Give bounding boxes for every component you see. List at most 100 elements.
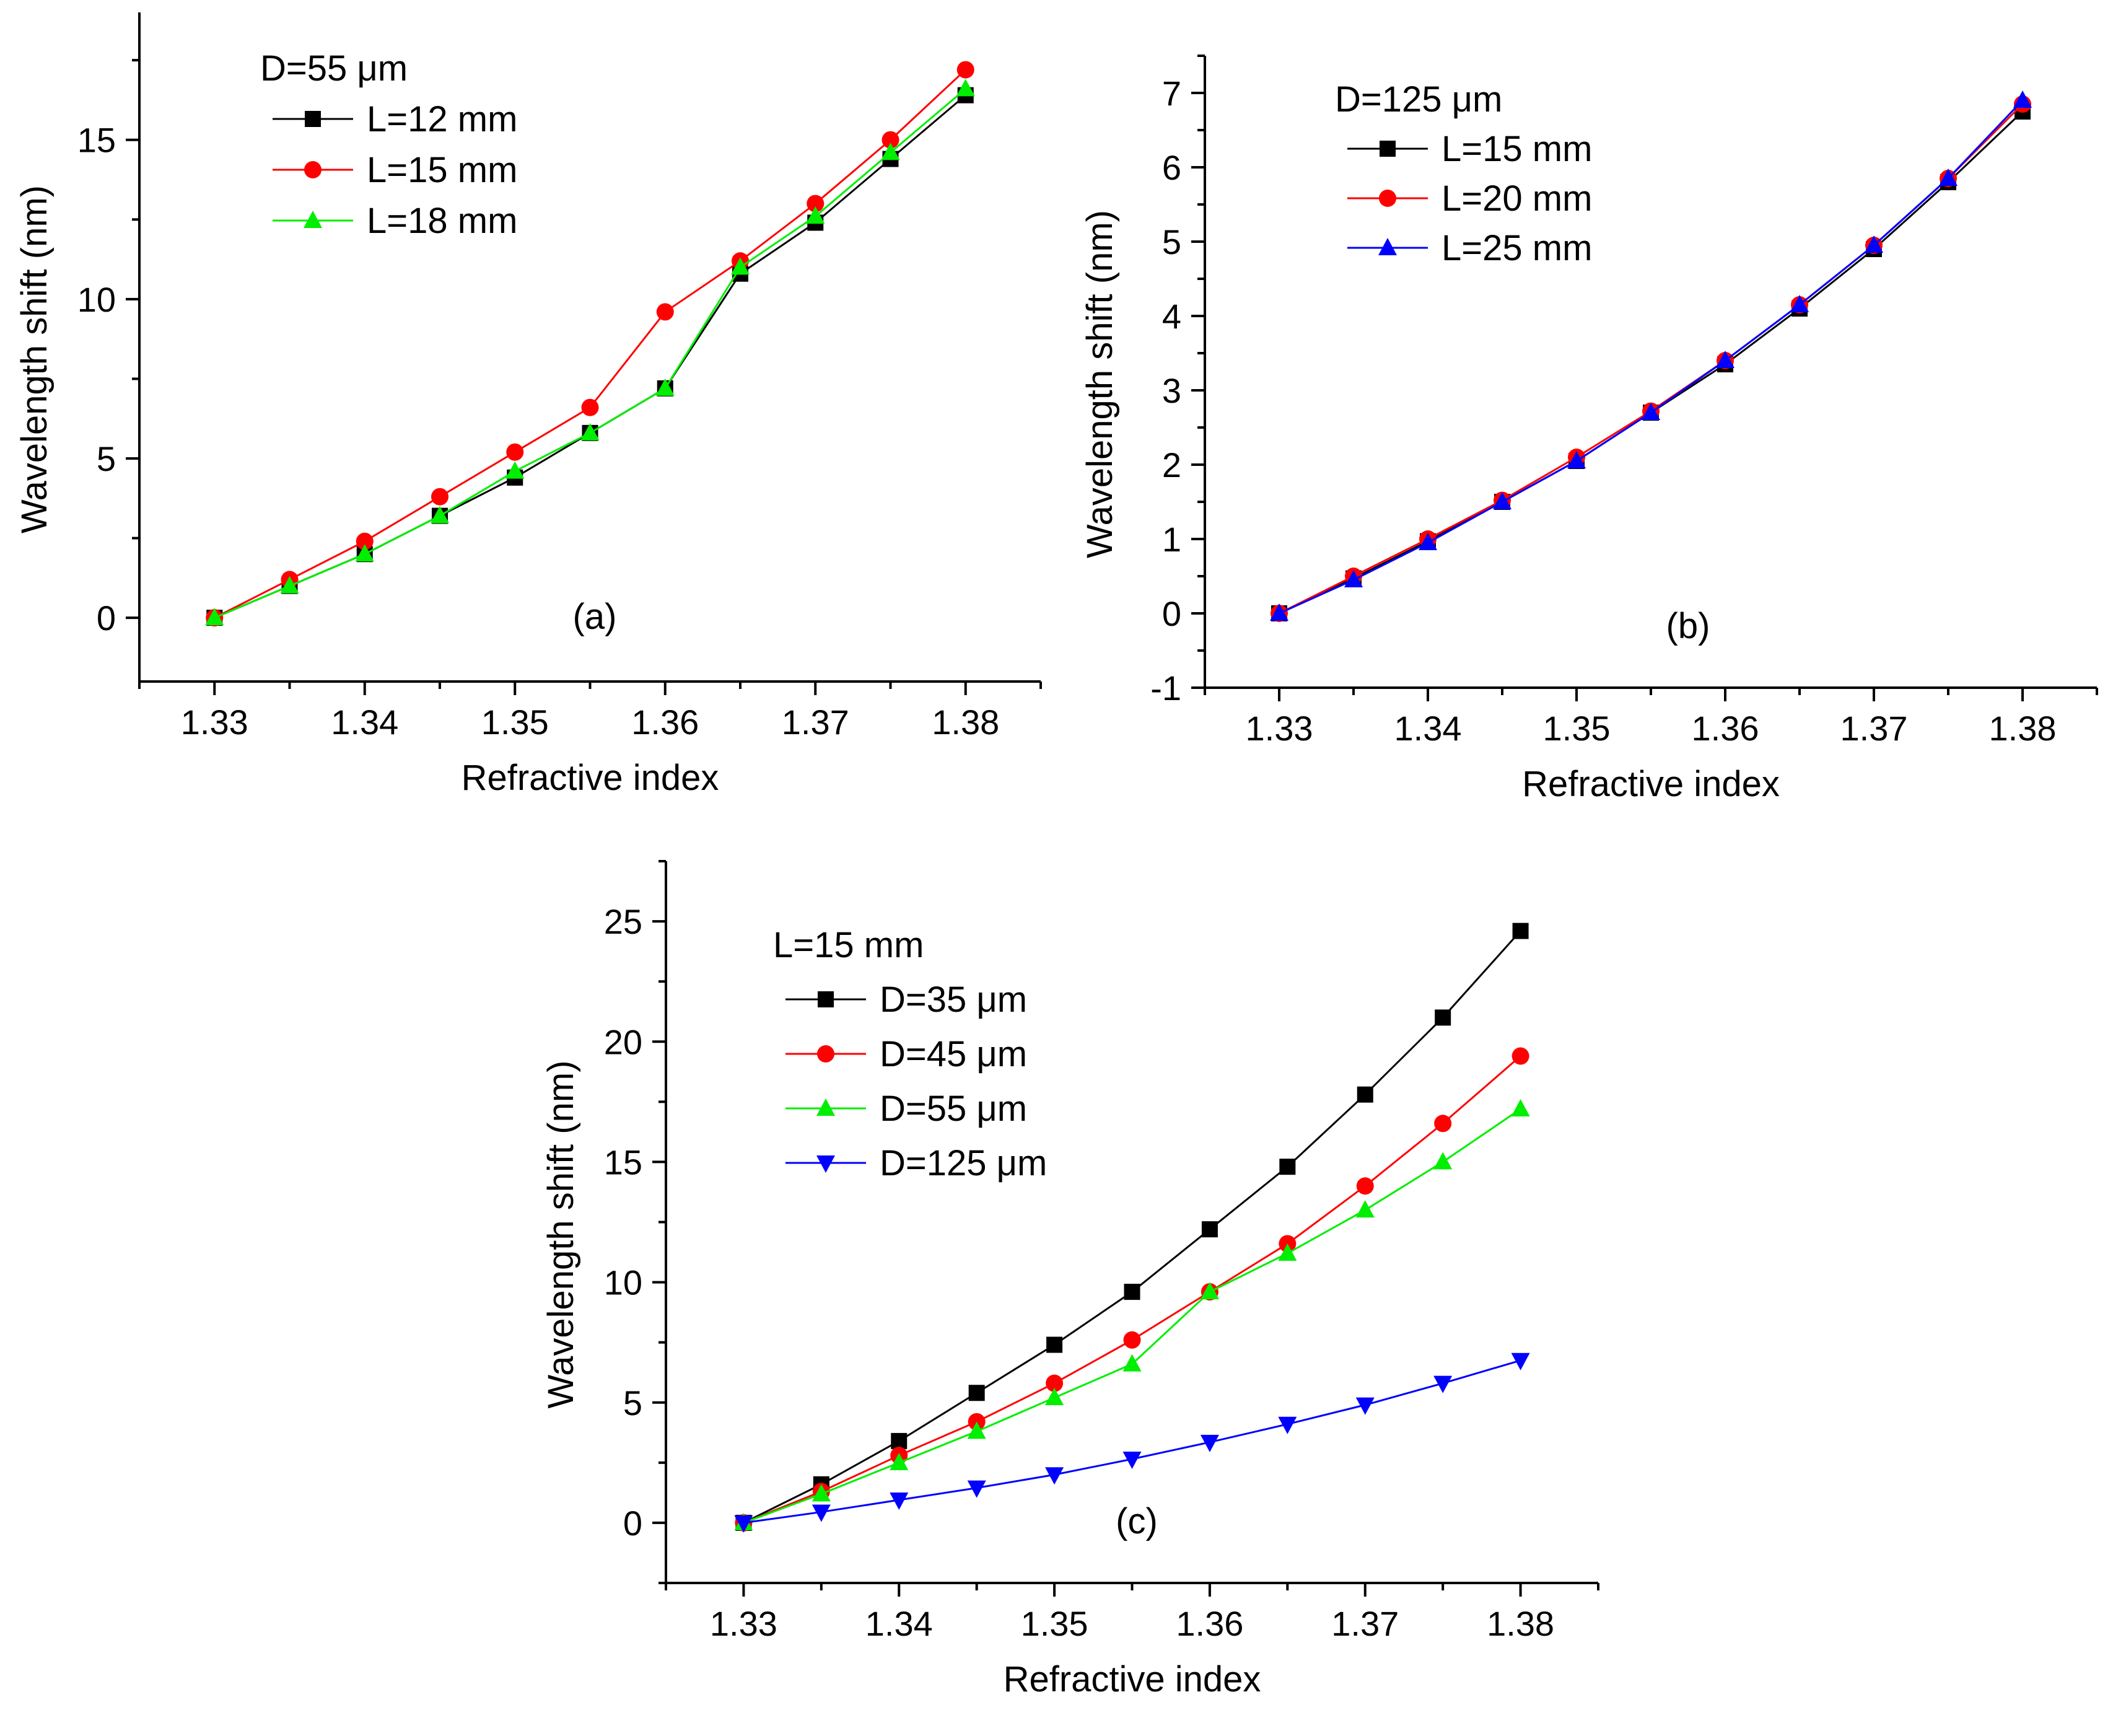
data-point: [1344, 570, 1363, 587]
chart-panel-a: 1.33 1.34 1.35 1.36 1.37 1.38 0 5 10 15 Refractive…: [14, 12, 1042, 798]
data-point: [1434, 1115, 1452, 1133]
data-point: [1122, 1354, 1142, 1372]
y-tick-label: 25: [604, 902, 642, 941]
data-point: [956, 79, 975, 97]
data-point: [1790, 295, 1809, 312]
data-point: [431, 506, 449, 524]
x-tick-label: 1.37: [782, 703, 849, 742]
data-point: [1642, 403, 1660, 420]
series-3: [734, 1352, 1530, 1533]
data-point: [656, 303, 674, 321]
x-tick-label: 1.37: [1840, 709, 1908, 748]
data-point: [807, 195, 825, 213]
data-point: [881, 142, 900, 160]
x-tick-label: 1.33: [1246, 709, 1313, 748]
x-tick-label: 1.38: [1487, 1604, 1554, 1643]
x-tick-label: 1.36: [1176, 1604, 1243, 1643]
data-point: [280, 576, 299, 594]
data-point: [1124, 1284, 1140, 1300]
x-tick-label: 1.38: [1989, 709, 2057, 748]
data-point: [1200, 1434, 1219, 1452]
data-point: [806, 206, 825, 224]
y-tick-label: 10: [604, 1263, 642, 1302]
series-2: [734, 1098, 1530, 1530]
data-point: [882, 131, 899, 149]
data-point: [205, 608, 224, 626]
legend-header: D=125 μm: [1335, 79, 1502, 120]
y-tick-label: 0: [1162, 594, 1181, 633]
y-tick-label: 7: [1162, 74, 1181, 113]
legend-marker: [816, 1155, 835, 1173]
data-point: [1433, 1375, 1453, 1393]
legend-marker: [1380, 141, 1396, 157]
x-axis-title: Refractive index: [462, 758, 719, 798]
legend-marker: [304, 211, 322, 228]
data-point: [1046, 1374, 1064, 1392]
data-point: [2013, 90, 2032, 108]
data-point: [581, 398, 599, 416]
data-point: [1200, 1282, 1219, 1300]
data-point: [1357, 1086, 1373, 1103]
x-tick-label: 1.36: [631, 703, 699, 742]
legend-marker: [305, 111, 321, 127]
data-point: [1419, 533, 1437, 550]
data-point: [967, 1480, 986, 1498]
data-point: [1270, 603, 1288, 621]
data-point: [1278, 1416, 1297, 1434]
legend-label: L=20 mm: [1441, 178, 1592, 219]
data-point: [1511, 1352, 1530, 1370]
data-point: [1355, 1200, 1375, 1218]
data-point: [890, 1452, 909, 1470]
data-point: [956, 61, 974, 79]
y-axis-title: Wavelength shift (nm): [1080, 210, 1120, 558]
y-tick-label: 3: [1162, 371, 1181, 410]
x-tick-label: 1.36: [1692, 709, 1759, 748]
data-point: [506, 443, 524, 461]
x-tick-label: 1.34: [331, 703, 398, 742]
legend-label: D=55 μm: [880, 1089, 1027, 1129]
y-tick-label: 15: [604, 1142, 642, 1181]
data-point: [1567, 451, 1586, 468]
x-tick-label: 1.35: [481, 703, 549, 742]
legend-marker: [304, 161, 322, 178]
data-point: [891, 1432, 908, 1449]
y-tick-label: 15: [77, 121, 116, 160]
series-2: [205, 79, 975, 626]
x-axis-title: Refractive index: [1522, 764, 1780, 804]
panel-label: (a): [573, 597, 617, 637]
data-point: [1433, 1152, 1453, 1170]
data-point: [1278, 1243, 1297, 1261]
data-point: [431, 488, 448, 506]
legend-label: L=18 mm: [367, 201, 517, 241]
data-point: [1045, 1467, 1064, 1485]
data-point: [890, 1493, 909, 1510]
panel-label: (b): [1666, 606, 1710, 646]
chart-panel-c: 1.33 1.34 1.35 1.36 1.37 1.38 0 5 10 15 20 25 Refrac…: [541, 860, 1599, 1699]
data-point: [812, 1484, 831, 1502]
y-tick-label: 10: [77, 280, 116, 319]
data-point: [1493, 492, 1511, 509]
data-point: [1939, 169, 1958, 186]
x-axis-title: Refractive index: [1004, 1659, 1261, 1699]
data-point: [1716, 351, 1735, 368]
y-tick-label: -1: [1150, 669, 1181, 708]
data-point: [1512, 923, 1529, 939]
legend-label: L=15 mm: [1441, 129, 1592, 169]
data-point: [1045, 1387, 1064, 1405]
y-tick-label: 20: [604, 1022, 642, 1061]
data-point: [967, 1421, 986, 1439]
legend-label: D=35 μm: [880, 980, 1027, 1020]
data-point: [734, 1515, 753, 1533]
chart-panel-b: 1.33 1.34 1.35 1.36 1.37 1.38 -1 0 1 2 3 4 5 6 7 Refrac…: [1080, 55, 2098, 804]
y-tick-label: 4: [1162, 297, 1181, 336]
data-point: [505, 461, 525, 479]
legend: D=125 μm L=15 mm L=20 mm L=25 mm: [1335, 79, 1592, 268]
y-tick-label: 1: [1162, 520, 1181, 559]
data-point: [1122, 1452, 1142, 1470]
data-point: [968, 1385, 985, 1401]
legend-marker: [1379, 190, 1396, 207]
x-tick-label: 1.34: [865, 1604, 933, 1643]
legend-label: L=12 mm: [367, 99, 517, 139]
x-tick-label: 1.35: [1021, 1604, 1088, 1643]
